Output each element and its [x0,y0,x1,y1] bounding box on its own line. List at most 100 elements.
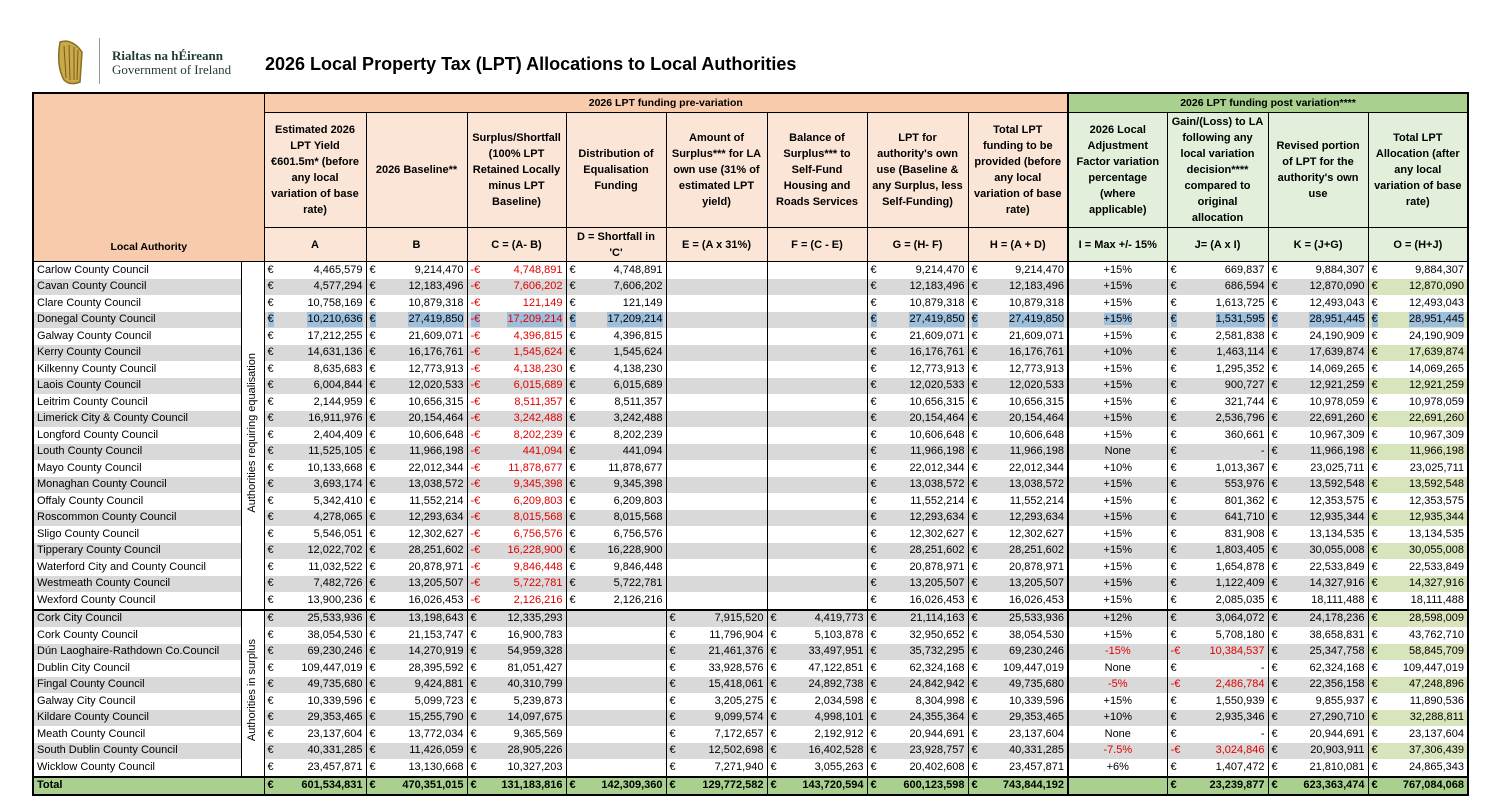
currency-symbol: € [870,412,877,425]
currency-cell: €1,295,352 [1171,362,1265,377]
table-cell: €25,533,936 [967,608,1069,627]
table-cell [665,278,767,295]
table-cell: €30,055,008 [1367,542,1469,559]
table-cell: €13,205,507 [967,575,1069,592]
table-cell: €69,230,246 [967,643,1069,660]
currency-symbol: € [1371,678,1378,691]
data-row: Kilkenny County Council €8,635,683 €12,773… [33,361,1469,378]
table-cell: €24,190,909 [1267,328,1369,345]
table-cell: €32,950,652 [866,627,968,644]
currency-cell: -€ 6,209,803 [471,494,563,509]
currency-symbol: € [369,461,376,474]
column-header: Amount of Surplus*** for LA own use (31%… [665,112,768,228]
data-row: Roscommon County Council €4,278,065 €12,29… [33,509,1469,526]
cell-number: 12,502,698 [708,744,764,757]
table-cell [665,328,767,345]
table-cell [665,295,767,312]
cell-number: 12,773,913 [1008,362,1065,375]
table-cell: +15% [1067,559,1168,576]
cell-text: +15% [1103,428,1132,441]
cell-number: 20,903,911 [1310,744,1365,757]
cell-number: 23,239,877 [1209,779,1265,792]
table-cell: €831,908 [1166,526,1269,543]
currency-cell: €23,457,871 [972,760,1065,775]
currency-symbol: € [971,661,978,674]
currency-symbol: € [870,560,877,573]
currency-symbol: € [369,346,376,359]
currency-symbol: € [1371,694,1378,707]
table-cell: €24,865,343 [1367,759,1469,777]
currency-cell: €11,032,522 [268,560,363,575]
authority-name: Donegal County Council [33,311,241,328]
table-cell: None [1067,443,1168,460]
currency-cell: €109,447,019 [1372,661,1465,676]
table-cell: €7,915,520 [665,608,767,627]
table-cell: €12,020,533 [866,377,968,394]
currency-symbol: € [369,593,376,606]
table-cell: €4,998,101 [766,709,867,726]
currency-cell: €142,309,360 [570,778,663,793]
table-cell: €131,183,816 [466,775,566,795]
currency-symbol: € [971,296,978,309]
currency-cell: €14,069,265 [1272,362,1365,377]
currency-symbol: € [369,445,376,458]
table-cell: €21,153,747 [365,627,467,644]
table-cell: €13,038,572 [967,476,1069,493]
table-cell: €33,928,576 [665,660,767,677]
currency-symbol: € [1371,593,1378,606]
cell-number: 40,331,285 [1008,744,1065,757]
currency-cell: -€ 4,748,891 [471,263,563,278]
cell-number: 8,511,357 [614,395,663,408]
table-cell: €10,967,309 [1367,427,1469,444]
cell-number: 24,190,909 [1309,329,1365,342]
currency-cell: €12,293,634 [370,510,464,525]
currency-symbol: € [267,428,274,441]
currency-symbol: € [971,711,978,724]
currency-cell: €16,026,453 [972,593,1065,608]
currency-symbol: € [1371,727,1378,740]
group-row: Local Authority 2026 LPT funding pre-vari… [32,92,1469,262]
currency-symbol: € [770,779,777,792]
currency-cell: -€ 3,024,846 [1171,743,1265,758]
cell-number: 9,855,937 [1315,694,1365,707]
cell-number: 1,613,725 [1215,296,1265,309]
cell-number: 22,356,158 [1309,678,1365,691]
currency-cell: €17,212,255 [268,329,363,344]
cell-number: 4,748,891 [513,263,563,276]
table-cell: €900,727 [1166,377,1269,394]
currency-symbol: € [1371,511,1378,524]
table-cell: +10% [1067,344,1168,361]
currency-cell: €28,951,445 [1371,312,1465,328]
table-cell: €20,154,464 [866,410,968,427]
table-cell: €10,978,059 [1267,394,1369,411]
currency-cell: €9,424,881 [370,677,464,692]
table-cell: €5,103,878 [766,627,867,644]
currency-cell: €12,870,090 [1372,279,1465,294]
data-row: Cork County Council €38,054,530 €21,153,74… [33,627,1469,644]
currency-cell: €12,293,634 [871,510,965,525]
column-header: Revised portion of LPT for the authority… [1267,112,1369,228]
currency-symbol: € [1271,661,1278,674]
table-cell: €14,270,919 [365,643,467,660]
cell-number: 4,138,230 [613,362,663,375]
currency-symbol: € [1170,494,1177,507]
table-cell [766,509,867,526]
currency-symbol: € [267,760,274,773]
table-cell [665,476,767,493]
currency-cell: €7,606,202 [570,279,663,294]
currency-cell: €16,026,453 [370,593,464,608]
cell-number: 6,756,576 [513,527,563,540]
currency-symbol: € [1170,461,1177,474]
currency-symbol: € [870,296,877,309]
currency-cell: €17,639,874 [1372,345,1465,360]
cell-number: 11,966,198 [409,445,464,458]
cell-number: 4,419,773 [814,612,864,625]
table-cell: €14,631,136 [263,344,366,361]
cell-number: 54,959,328 [507,645,563,658]
cell-number: 20,154,464 [909,412,965,425]
table-cell: €10,656,315 [967,394,1069,411]
currency-cell: €10,339,596 [268,694,363,709]
currency-cell: €22,691,260 [1372,411,1465,426]
table-cell: €21,114,163 [866,608,968,627]
currency-cell: €470,351,015 [370,778,464,793]
